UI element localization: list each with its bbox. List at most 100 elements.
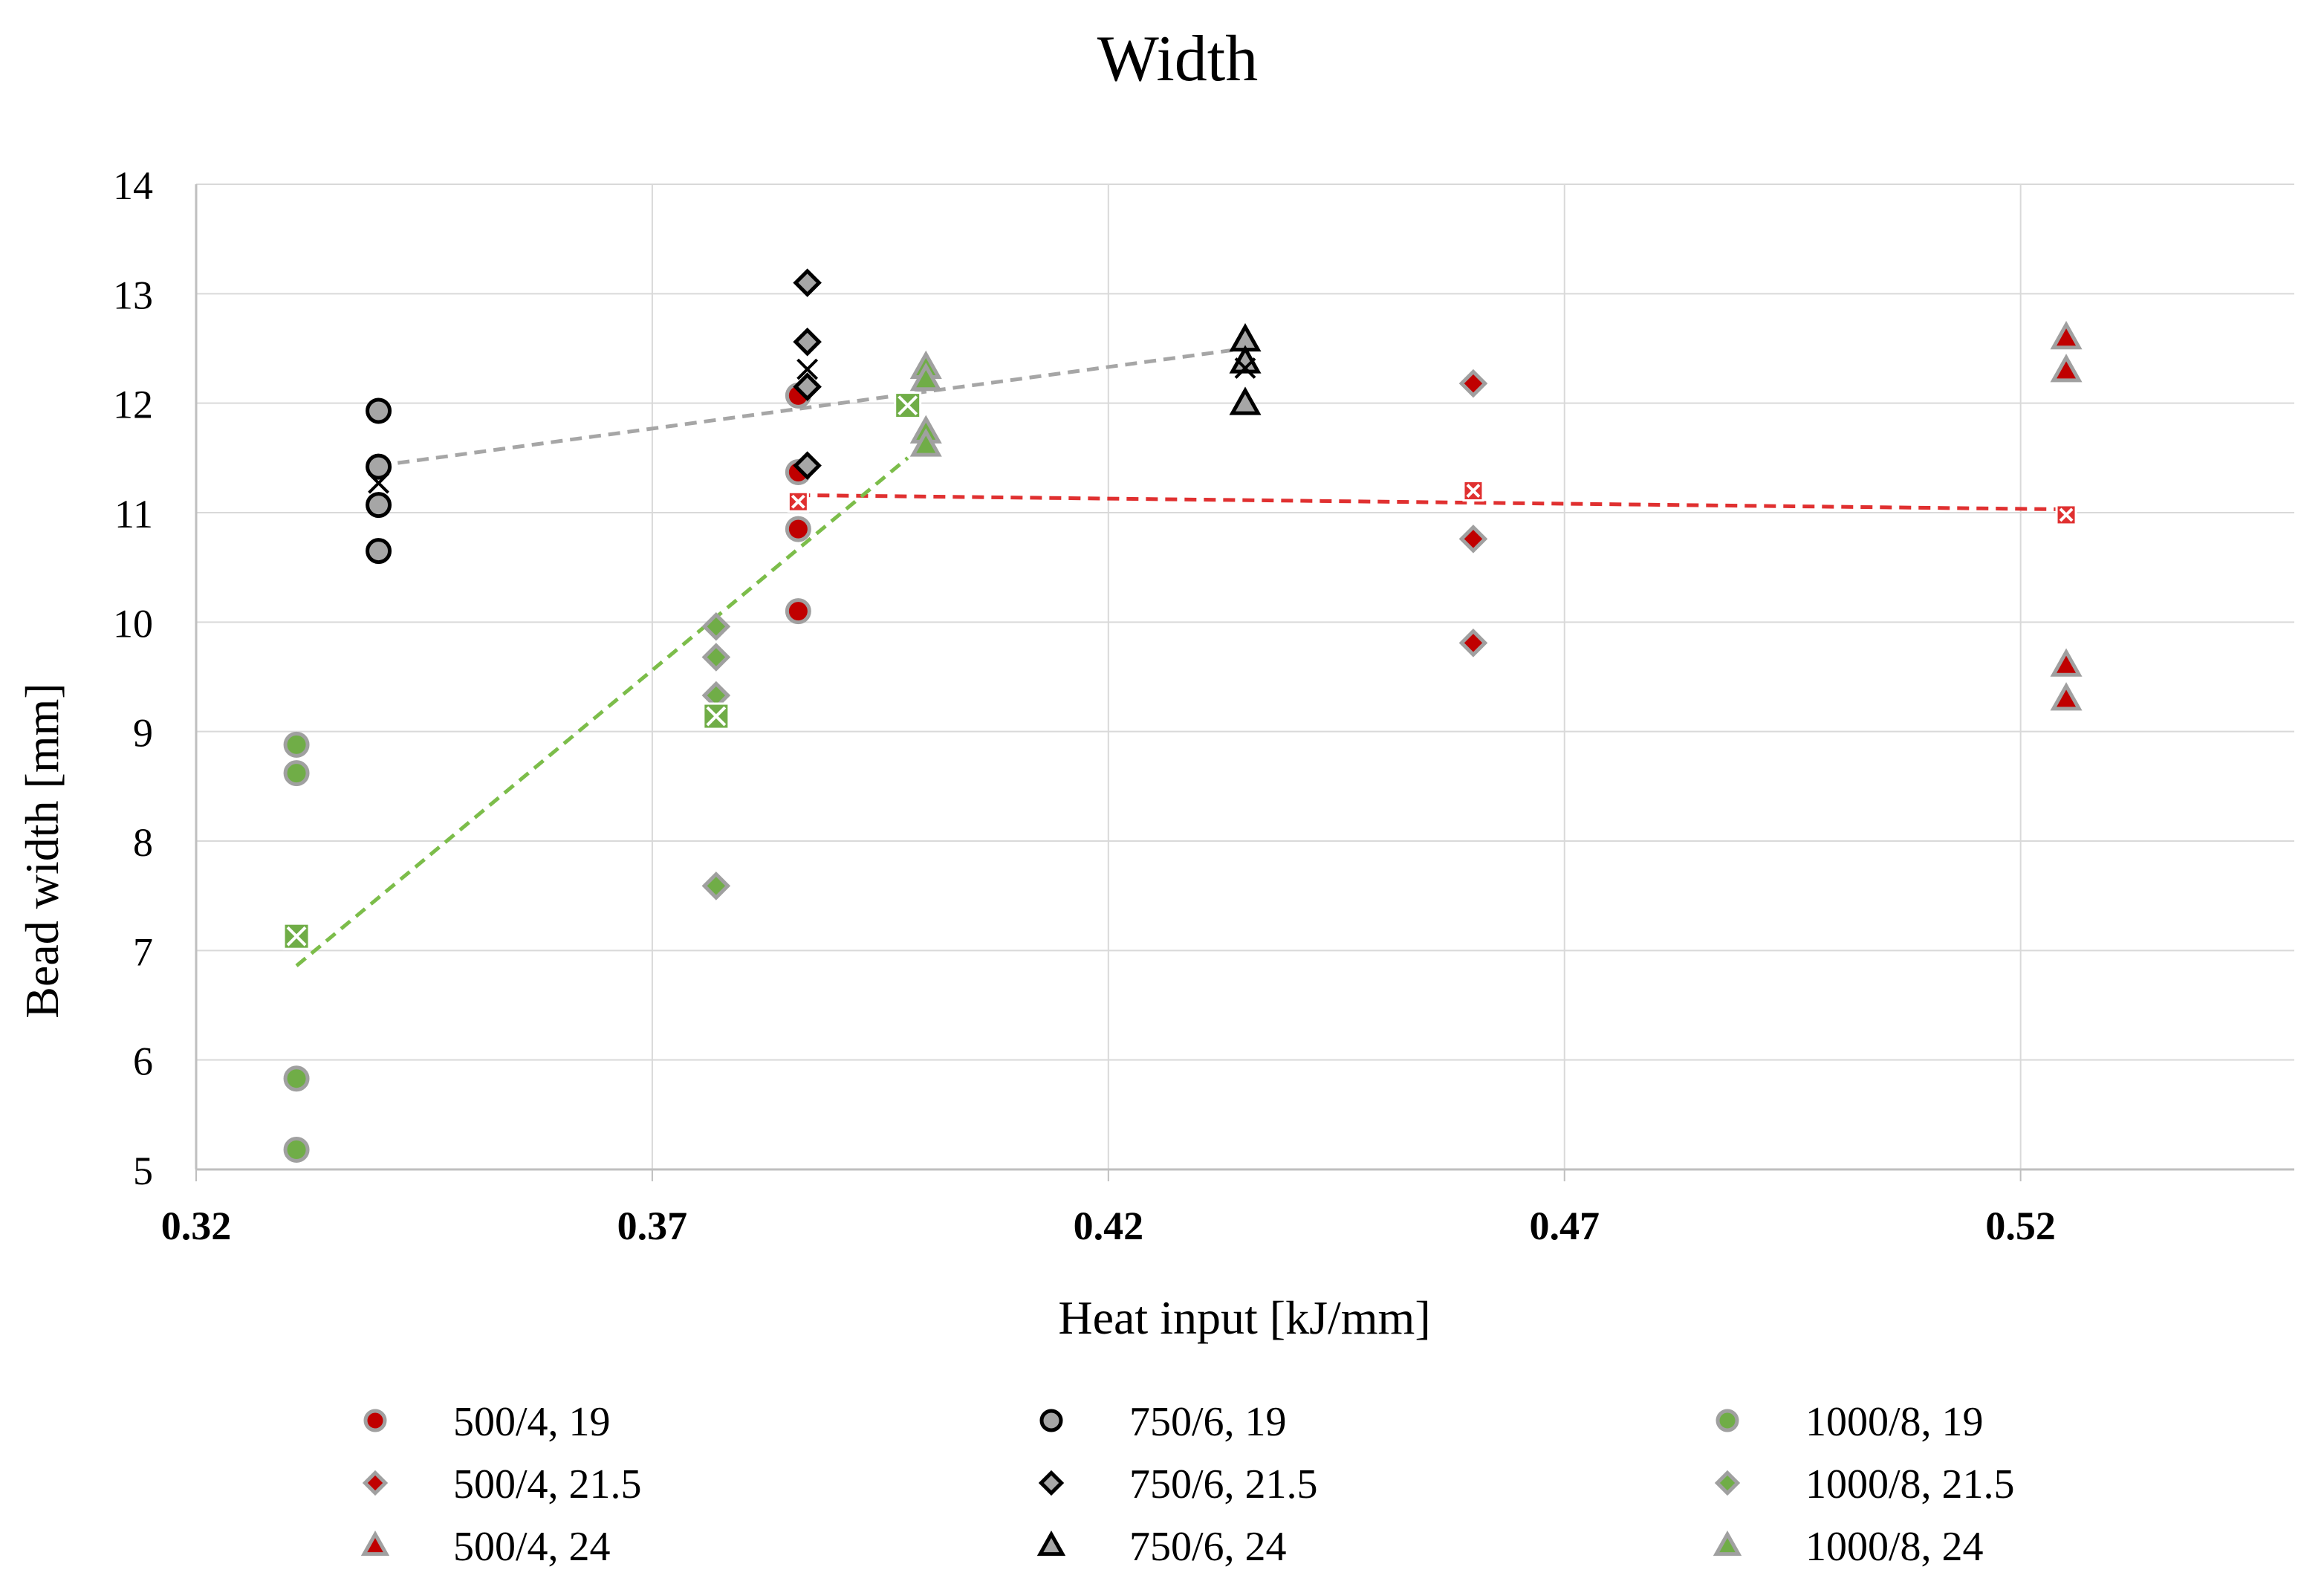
avg-cross-stroke [898, 395, 918, 416]
point-750-6-24 [1229, 386, 1262, 415]
legend-entry: 750/6, 24 [1036, 1524, 1287, 1570]
legend-marker-triangle [1036, 1530, 1066, 1557]
legend-marker-triangle [360, 1530, 390, 1557]
legend-label: 500/4, 19 [453, 1399, 611, 1445]
point-500-4-24 [2050, 648, 2083, 677]
y-tick-label: 6 [133, 1039, 153, 1084]
average-markers [282, 357, 2077, 950]
avg-cross-stroke [2059, 507, 2074, 522]
average-marker-750-6 [368, 472, 389, 494]
legend-marker-triangle [1713, 1530, 1742, 1557]
legend-entry: 1000/8, 19 [1716, 1399, 1984, 1445]
point-500-4-21-5 [1458, 525, 1488, 554]
average-marker-750-6 [796, 358, 819, 380]
y-tick-label: 12 [113, 383, 153, 427]
legend-entry: 750/6, 21.5 [1038, 1461, 1318, 1507]
avg-cross-stroke [791, 494, 805, 509]
y-tick-label: 10 [113, 601, 153, 646]
legend-entry: 1000/8, 21.5 [1714, 1461, 2015, 1507]
point-500-4-24 [2050, 682, 2083, 711]
average-marker-1000-8 [282, 922, 311, 950]
point-500-4-24 [2050, 320, 2083, 350]
average-marker-500-4 [2055, 504, 2077, 526]
legend-marker-diamond [1038, 1470, 1065, 1496]
point-750-6-19 [366, 453, 392, 480]
legend-entry: 750/6, 19 [1039, 1399, 1287, 1445]
point-1000-8-21-5 [701, 611, 731, 641]
average-marker-1000-8 [894, 392, 922, 420]
y-tick-label: 13 [113, 273, 153, 317]
point-500-4-24 [2050, 354, 2083, 383]
point-1000-8-24 [909, 362, 942, 392]
avg-box [2055, 504, 2077, 526]
legend-label: 750/6, 24 [1129, 1524, 1287, 1570]
avg-cross-stroke [286, 926, 307, 947]
average-marker-1000-8 [702, 702, 730, 730]
trendline-1000-8 [295, 456, 909, 967]
avg-cross-stroke [706, 706, 727, 727]
point-750-6-19 [366, 492, 392, 519]
legend-label: 750/6, 19 [1129, 1399, 1287, 1445]
legend-label: 1000/8, 19 [1805, 1399, 1984, 1445]
y-tick-label: 11 [114, 492, 153, 536]
x-tick-label: 0.47 [1529, 1204, 1600, 1248]
legend-marker-circle [1039, 1409, 1063, 1432]
avg-cross-stroke [1234, 357, 1256, 379]
avg-cross-stroke [1466, 484, 1481, 498]
point-500-4-21-5 [1458, 369, 1488, 398]
legend-label: 1000/8, 24 [1805, 1524, 1984, 1570]
y-tick-label: 5 [133, 1149, 153, 1193]
avg-cross-stroke [796, 358, 819, 380]
y-tick-label: 8 [133, 820, 153, 865]
point-1000-8-21-5 [701, 871, 731, 900]
point-1000-8-21-5 [701, 643, 731, 672]
point-1000-8-19 [283, 1136, 310, 1163]
point-1000-8-19 [283, 1065, 310, 1092]
point-1000-8-24 [909, 428, 942, 457]
x-tick-label: 0.32 [161, 1204, 232, 1248]
legend-entry: 500/4, 24 [360, 1524, 611, 1570]
chart-title: Width [1097, 23, 1258, 95]
point-1000-8-19 [283, 731, 310, 758]
point-750-6-21-5 [793, 268, 822, 297]
legend-marker-diamond [1714, 1470, 1741, 1496]
legend-label: 750/6, 21.5 [1129, 1461, 1318, 1507]
axes: 5 6 7 8 9 10 11 12 13 14 0.32 0.37 0.42 0.47 0.52 [113, 163, 2294, 1248]
legend-label: 500/4, 24 [453, 1524, 611, 1570]
x-tick-label: 0.42 [1074, 1204, 1144, 1248]
grid [196, 184, 2294, 1169]
legend-entry: 500/4, 19 [363, 1399, 611, 1445]
legend-marker-circle [1716, 1409, 1739, 1432]
avg-cross-stroke [368, 472, 389, 494]
point-1000-8-19 [283, 760, 310, 787]
y-axis-label: Bead width [mm] [16, 683, 68, 1018]
point-500-4-19 [785, 598, 811, 625]
y-tick-label: 9 [133, 711, 153, 756]
legend-entry: 500/4, 21.5 [362, 1461, 642, 1507]
legend: 500/4, 19 500/4, 21.5 500/4, 24 750/6, 19 75… [360, 1399, 2015, 1570]
point-500-4-19 [785, 516, 811, 542]
data-points [283, 268, 2083, 1163]
y-tick-label: 7 [133, 929, 153, 974]
x-tick-label: 0.52 [1985, 1204, 2056, 1248]
x-tick-label: 0.37 [617, 1204, 688, 1248]
trendline-750-6 [378, 346, 1246, 468]
legend-marker-diamond [362, 1470, 389, 1496]
average-marker-500-4 [787, 490, 809, 513]
trendline-500-4 [798, 493, 2067, 512]
point-750-6-21-5 [793, 327, 822, 357]
point-500-4-21-5 [1458, 629, 1488, 658]
avg-box [787, 490, 809, 513]
legend-label: 1000/8, 21.5 [1805, 1461, 2015, 1507]
x-axis-label: Heat input [kJ/mm] [1058, 1291, 1430, 1344]
trendlines [295, 346, 2067, 967]
average-marker-750-6 [1234, 357, 1256, 379]
point-750-6-19 [366, 538, 392, 565]
legend-label: 500/4, 21.5 [453, 1461, 642, 1507]
average-marker-500-4 [1462, 480, 1484, 502]
point-750-6-21-5 [793, 451, 822, 480]
point-750-6-21-5 [793, 372, 822, 401]
legend-entry: 1000/8, 24 [1713, 1524, 1984, 1570]
